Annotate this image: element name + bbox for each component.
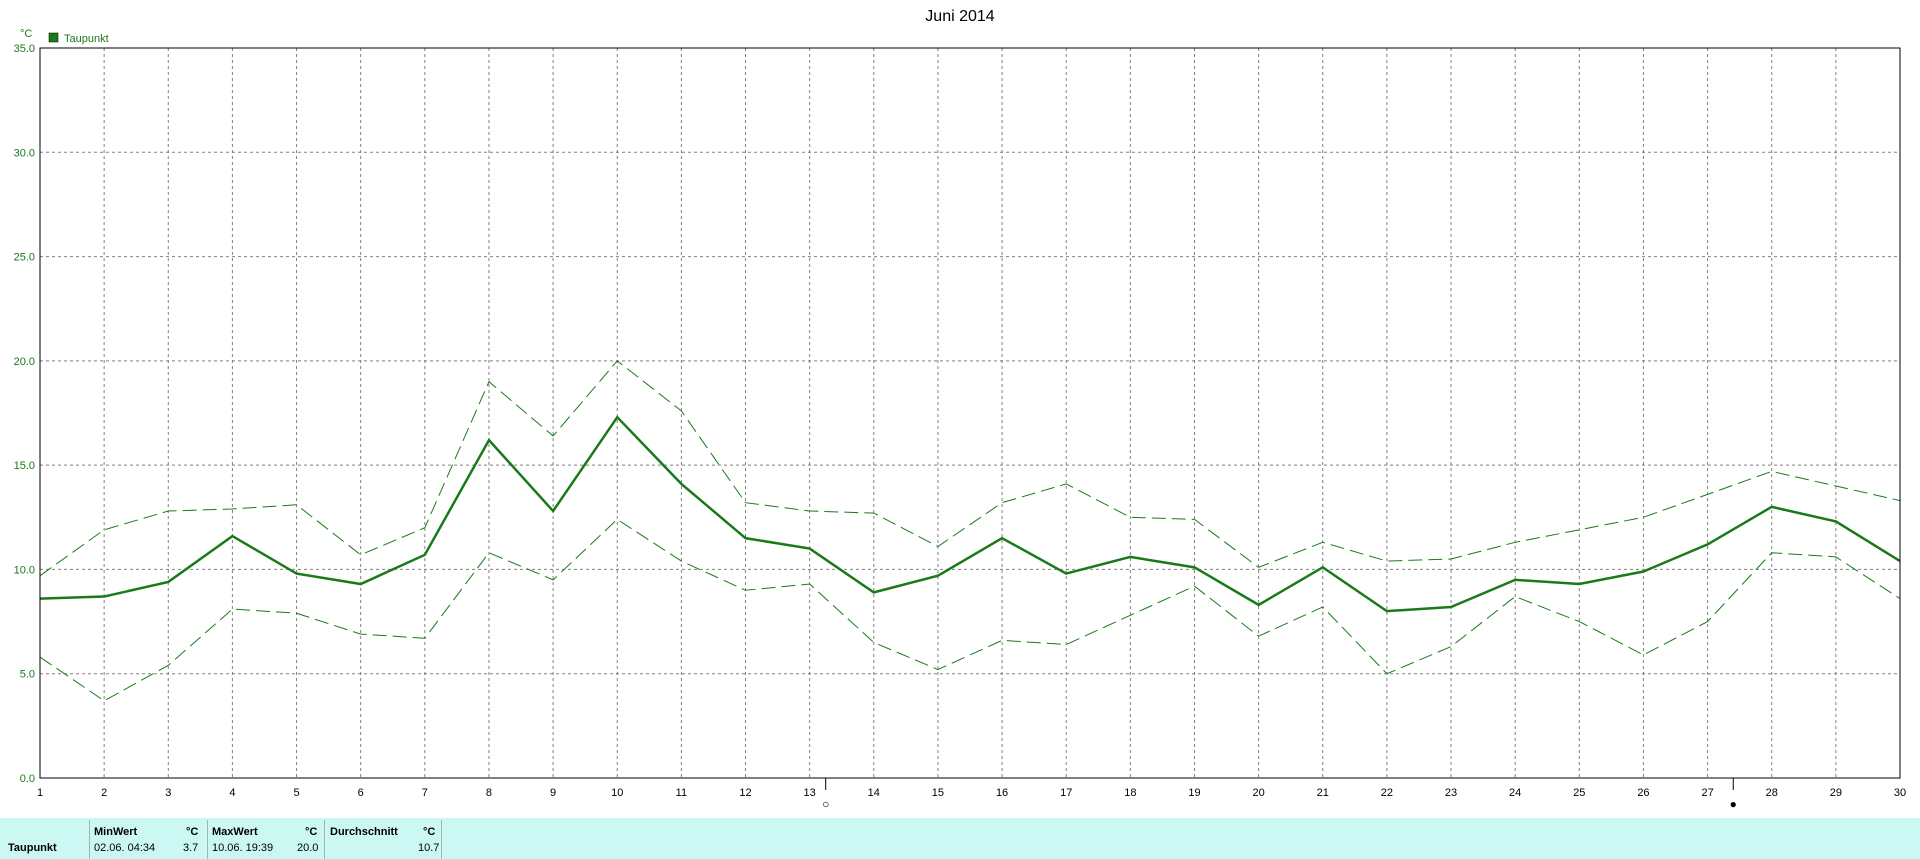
stats-separator	[207, 820, 208, 859]
y-tick-label: 30.0	[14, 147, 35, 159]
x-tick-label: 19	[1188, 787, 1200, 799]
x-tick-label: 5	[293, 787, 299, 799]
y-tick-label: 0.0	[20, 773, 35, 785]
x-tick-label: 29	[1830, 787, 1842, 799]
x-tick-label: 21	[1317, 787, 1329, 799]
y-tick-label: 10.0	[14, 564, 35, 576]
x-tick-label: 11	[676, 787, 687, 799]
moon-phase-icon: ●	[1730, 797, 1737, 811]
x-tick-label: 4	[229, 787, 235, 799]
max-time: 10.06. 19:39	[212, 842, 274, 854]
x-tick-label: 22	[1381, 787, 1393, 799]
x-tick-label: 16	[996, 787, 1008, 799]
x-tick-label: 12	[739, 787, 751, 799]
plot-frame	[39, 47, 1901, 779]
y-tick-label: 5.0	[20, 669, 35, 681]
x-tick-label: 25	[1573, 787, 1585, 799]
moon-markers: ○ ●	[822, 778, 1737, 811]
avg-value: 10.7	[418, 842, 440, 854]
legend-label: Taupunkt	[64, 33, 109, 45]
y-tick-label: 35.0	[14, 43, 35, 55]
x-tick-label: 8	[486, 787, 492, 799]
max-unit: °C	[305, 826, 318, 838]
x-tick-label: 26	[1637, 787, 1649, 799]
grid	[40, 48, 1900, 778]
x-tick-label: 30	[1894, 787, 1906, 799]
series-line-upper	[39, 360, 1901, 577]
stats-separator	[441, 820, 442, 859]
series-group	[39, 360, 1901, 702]
stats-separator	[324, 820, 325, 859]
series-line-lower	[39, 518, 1901, 702]
legend-swatch	[48, 32, 59, 43]
y-tick-label: 25.0	[14, 252, 35, 264]
min-unit: °C	[186, 826, 199, 838]
chart-title: Juni 2014	[925, 8, 994, 25]
x-tick-label: 9	[550, 787, 556, 799]
x-tick-label: 23	[1445, 787, 1457, 799]
x-tick-label: 20	[1252, 787, 1264, 799]
x-tick-label: 13	[804, 787, 816, 799]
avg-unit: °C	[423, 826, 436, 838]
x-axis: 1 2 3 4 5 6 7 8 9 10 11 12 13 14 15 16 17 18 19 20 21 22 23 24 2…	[37, 787, 1906, 799]
chart: Juni 2014 °C Taupunkt 0.05.010.015.020.0…	[14, 8, 1907, 811]
x-tick-label: 2	[101, 787, 107, 799]
x-tick-label: 18	[1124, 787, 1136, 799]
y-axis: 0.0 5.0 10.0 15.0 20.0 25.0 30.0 35.0	[14, 43, 35, 785]
x-tick-label: 1	[37, 787, 43, 799]
min-time: 02.06. 04:34	[94, 842, 156, 854]
x-tick-label: 14	[868, 787, 880, 799]
x-tick-label: 10	[611, 787, 623, 799]
x-tick-label: 3	[165, 787, 171, 799]
series-line-taupunkt	[39, 415, 1901, 613]
min-value: 3.7	[183, 842, 199, 854]
y-tick-label: 20.0	[14, 356, 35, 368]
x-tick-label: 24	[1509, 787, 1521, 799]
y-tick-label: 15.0	[14, 460, 35, 472]
stats-separator	[89, 820, 90, 859]
max-header: MaxWert	[212, 826, 258, 838]
x-tick-label: 28	[1766, 787, 1778, 799]
moon-phase-icon: ○	[822, 797, 829, 811]
avg-header: Durchschnitt	[330, 826, 398, 838]
min-header: MinWert	[94, 826, 138, 838]
stats-table: Taupunkt MinWert °C 02.06. 04:34 3.7 Max…	[0, 818, 1920, 859]
x-tick-label: 15	[932, 787, 944, 799]
max-value: 20.0	[297, 842, 319, 854]
x-tick-label: 6	[358, 787, 364, 799]
x-tick-label: 7	[422, 787, 428, 799]
y-axis-unit: °C	[20, 28, 32, 40]
stats-row-label: Taupunkt	[8, 842, 57, 854]
x-tick-label: 17	[1060, 787, 1072, 799]
x-tick-label: 27	[1701, 787, 1713, 799]
